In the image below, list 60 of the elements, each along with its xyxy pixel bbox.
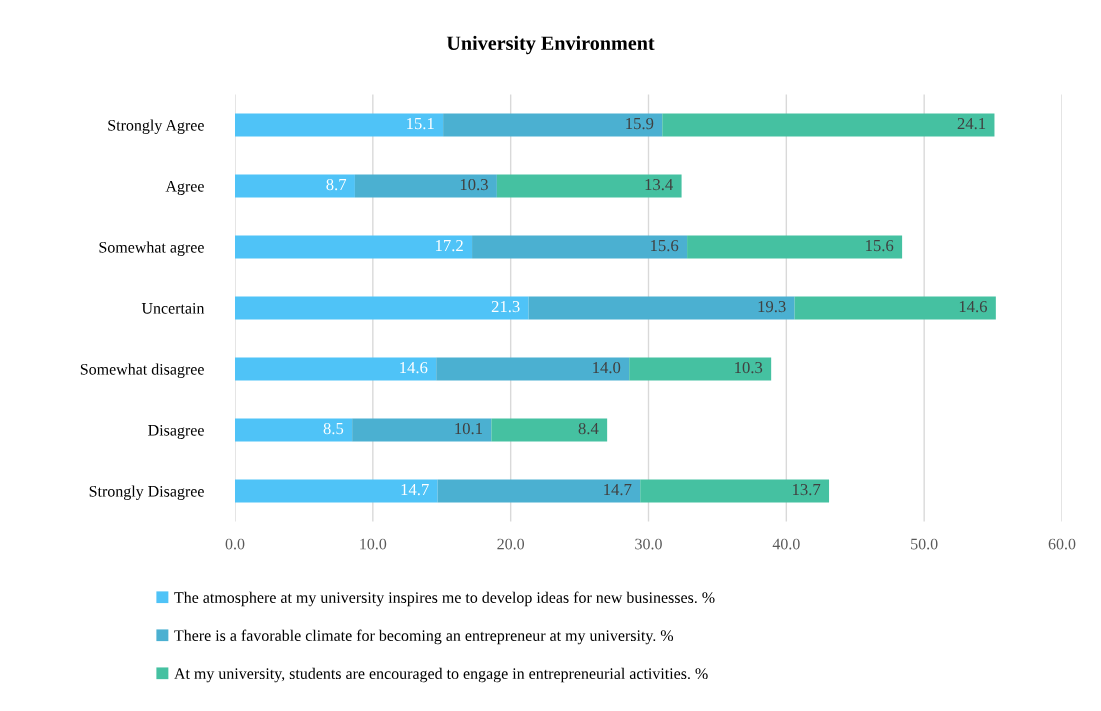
bar [629,357,772,381]
data-label: 13.4 [645,178,673,191]
data-label: 21.3 [491,300,520,313]
data-label: 8.7 [326,178,347,191]
bar [687,235,903,259]
x-tick-label: 20.0 [497,538,525,550]
legend-label: There is a favorable climate for becoming an entrepreneur at my university. % [174,629,674,645]
y-tick-label: Disagree [148,424,204,439]
data-label: 15.6 [651,239,679,252]
data-label: 14.7 [604,484,632,496]
bar [354,174,497,198]
bar [235,357,437,381]
bar [235,235,473,259]
data-label: 10.3 [735,361,763,374]
bar [496,174,682,198]
bar [235,296,529,320]
y-tick-label: Strongly Agree [108,119,204,134]
data-label: 15.9 [626,117,654,130]
bar [352,418,492,442]
data-label: 10.1 [455,422,483,435]
x-tick-label: 30.0 [635,538,662,550]
bar [235,113,444,137]
bar [437,479,641,503]
x-tick-label: 60.0 [1048,538,1076,550]
x-tick-label: 40.0 [772,538,800,550]
bar [491,418,608,442]
bar [443,113,663,137]
y-tick-label: Somewhat agree [99,241,204,256]
bar [794,296,996,320]
bar [235,479,438,503]
y-tick-label: Somewhat disagree [80,363,204,378]
bar [235,174,355,198]
legend-label: At my university, students are encouraged to engage in entrepreneurial activities. % [174,667,708,683]
data-label: 15.6 [866,239,894,252]
data-label: 14.7 [401,484,429,496]
bar [662,113,995,137]
x-tick-label: 50.0 [911,538,938,550]
bar [472,235,688,259]
data-label: 8.4 [578,422,599,435]
bar [640,479,830,503]
x-tick-label: 0.0 [225,538,245,550]
bar [436,357,630,381]
y-tick-label: Strongly Disagree [89,485,204,500]
data-label: 13.7 [793,483,821,496]
legend-label: The atmosphere at my university inspires me to develop ideas for new businesses. % [174,591,715,607]
x-tick-label: 10.0 [360,538,387,550]
data-label: 24.1 [957,117,986,130]
bar [528,296,795,320]
data-label: 17.2 [436,239,463,252]
bar [235,418,353,442]
data-label: 15.1 [407,118,434,130]
data-label: 8.5 [323,422,344,435]
data-label: 14.6 [400,361,428,374]
data-label: 14.0 [593,361,621,374]
y-tick-label: Agree [165,180,204,195]
y-tick-label: Uncertain [141,302,205,314]
data-label: 19.3 [758,300,786,313]
chart-title: University Environment [446,35,655,55]
data-label: 14.6 [959,300,988,313]
data-label: 10.3 [460,178,488,191]
